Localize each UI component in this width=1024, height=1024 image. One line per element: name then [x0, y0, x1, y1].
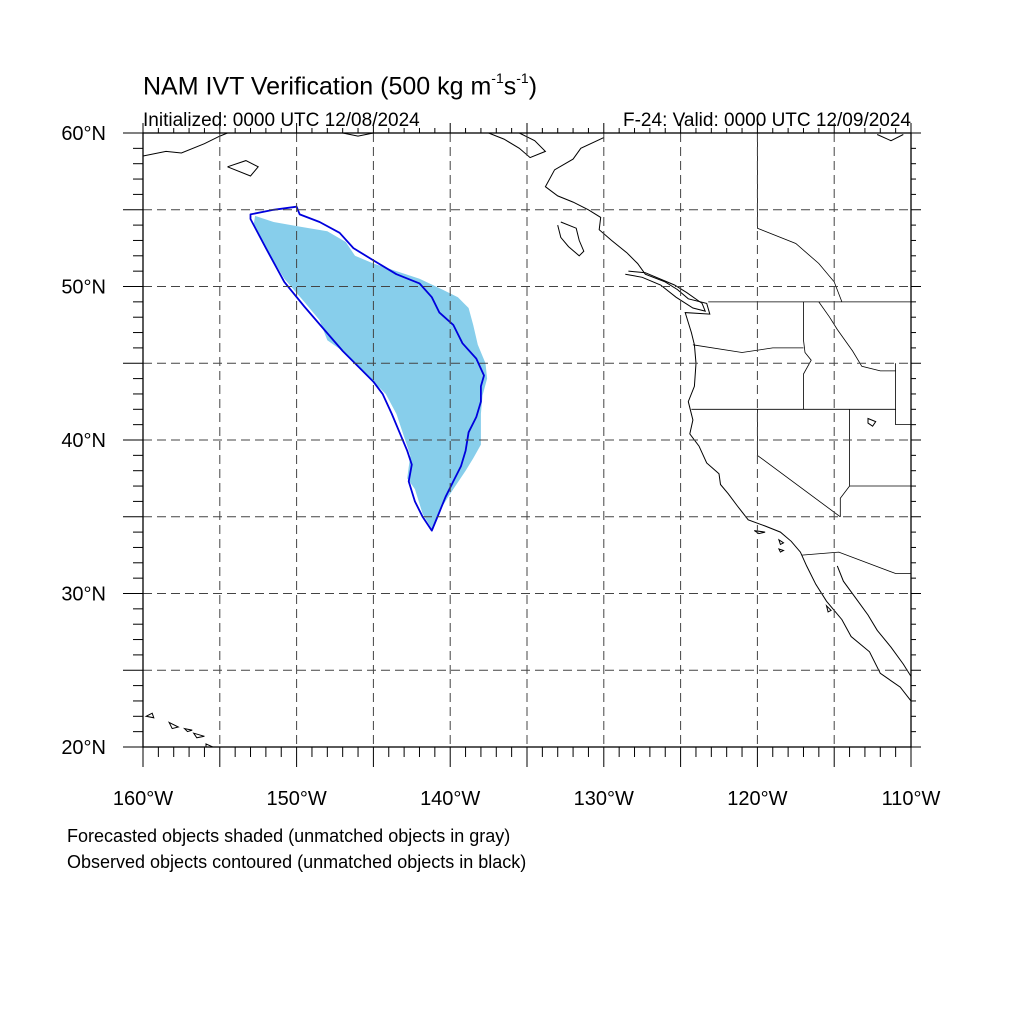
coastline — [342, 133, 374, 137]
island-outline — [867, 417, 877, 427]
island-outline — [754, 530, 766, 535]
island-outline — [167, 721, 180, 730]
x-tick-label: 120°W — [727, 788, 787, 810]
island-outline — [182, 727, 193, 733]
coastline — [143, 133, 228, 157]
map-title: NAM IVT Verification (500 kg m-1s-1) — [143, 70, 538, 101]
island-outline — [825, 604, 832, 613]
state-border — [818, 301, 896, 372]
island-outline — [144, 712, 155, 719]
island-outline — [192, 732, 205, 739]
y-tick-label: 40°N — [61, 430, 106, 452]
forecast-legend-note: Forecasted objects shaded (unmatched obj… — [67, 826, 511, 846]
coastline — [544, 137, 911, 702]
x-tick-label: 130°W — [574, 788, 634, 810]
ivt-objects — [249, 205, 488, 532]
coastline — [836, 565, 911, 677]
state-border — [757, 133, 843, 303]
y-tick-label: 20°N — [61, 737, 106, 759]
axis-labels: 160°W 150°W 140°W 130°W 120°W 110°W 60°N 50°N 40… — [61, 123, 940, 810]
valid-time: F-24: Valid: 0000 UTC 12/09/2024 — [623, 110, 911, 131]
lat-lon-gridlines — [143, 133, 911, 747]
coastline — [488, 133, 547, 159]
state-border — [692, 344, 804, 353]
x-tick-label: 160°W — [113, 788, 173, 810]
island-outline — [205, 743, 215, 747]
coastline — [625, 270, 707, 312]
state-border — [757, 409, 841, 518]
initialized-time: Initialized: 0000 UTC 12/08/2024 — [143, 110, 420, 131]
state-border — [801, 551, 911, 574]
observed-legend-note: Observed objects contoured (unmatched ob… — [67, 852, 527, 872]
coastline — [557, 221, 585, 257]
state-border — [803, 301, 812, 410]
island-outline — [777, 538, 785, 546]
y-tick-label: 50°N — [61, 277, 106, 299]
state-border — [839, 409, 850, 517]
y-tick-label: 60°N — [61, 123, 106, 145]
y-tick-label: 30°N — [61, 584, 106, 606]
island-outline — [777, 548, 785, 553]
coastline — [876, 134, 904, 142]
x-tick-label: 110°W — [882, 788, 941, 810]
x-tick-label: 140°W — [420, 788, 480, 810]
x-tick-label: 150°W — [266, 788, 326, 810]
axis-ticks — [123, 123, 921, 767]
coastline — [227, 160, 259, 177]
state-border — [895, 363, 911, 426]
